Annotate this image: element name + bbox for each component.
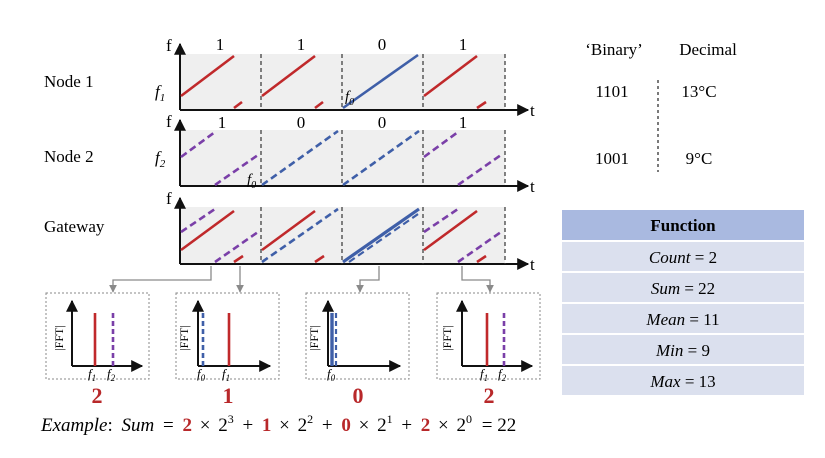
node2-bit: 0 xyxy=(297,113,306,132)
fft-count: 1 xyxy=(223,383,234,408)
node2-freq-label: f2 xyxy=(155,148,166,170)
node1-y-axis-label: f xyxy=(166,36,172,55)
gateway-chirp-red xyxy=(423,209,478,252)
gateway-chirp-purple xyxy=(214,230,259,264)
node1-freq-label: f1 xyxy=(155,82,165,104)
fft-tick: f1 xyxy=(222,366,230,383)
node2-chirp-purple xyxy=(180,130,216,159)
function-table: Function Count = 2 Sum = 22 Mean = 11 Mi… xyxy=(562,210,804,395)
gateway-x-axis-label: t xyxy=(530,255,535,274)
fft-tick: f2 xyxy=(498,366,507,383)
binary-decimal-table: ‘Binary’ Decimal 1101 13°C 1001 9°C xyxy=(585,40,737,172)
function-row-bg xyxy=(562,273,804,302)
gateway-chirp-blue xyxy=(261,207,339,264)
fft-panel: |FFT| f1 f2 xyxy=(436,292,541,383)
node1-chirp-red xyxy=(180,54,235,98)
fft-panel-frame xyxy=(305,292,410,380)
gateway-chirp-red xyxy=(314,254,325,264)
node1-chirp-red xyxy=(423,54,478,98)
node2-bit: 1 xyxy=(218,113,227,132)
function-row: Sum = 22 xyxy=(651,279,715,298)
node2-f0-label: f0 xyxy=(247,172,256,191)
node2-y-axis-label: f xyxy=(166,112,172,131)
connector-arrow xyxy=(356,266,380,293)
row-label-gateway: Gateway xyxy=(44,217,105,236)
node2-plot: f t 1 0 0 1 f2 f0 xyxy=(155,112,535,196)
row-label-node1: Node 1 xyxy=(44,72,94,91)
node1-chirp-red xyxy=(476,100,487,110)
node2-chirp-purple xyxy=(214,153,259,187)
node1-f0-label: f0 xyxy=(345,89,354,108)
binary-value: 1001 xyxy=(595,149,629,168)
node1-bit: 1 xyxy=(459,35,468,54)
connector-arrow xyxy=(109,266,212,293)
node2-chirp-blue xyxy=(261,129,339,187)
node2-chirp-purple xyxy=(457,153,502,187)
binary-header: ‘Binary’ xyxy=(585,40,643,59)
function-row-bg xyxy=(562,366,804,395)
decimal-value: 13°C xyxy=(681,82,716,101)
node2-bit: 0 xyxy=(378,113,387,132)
function-row-bg xyxy=(562,242,804,271)
fft-panel-frame xyxy=(45,292,150,380)
fft-count: 0 xyxy=(353,383,364,408)
fft-panel-frame xyxy=(175,292,280,380)
fft-count: 2 xyxy=(484,383,495,408)
function-row: Max = 13 xyxy=(649,372,715,391)
gateway-y-axis-label: f xyxy=(166,189,172,208)
node1-chirp-red xyxy=(261,54,316,98)
node1-chirp-red xyxy=(233,100,243,110)
binary-value: 1101 xyxy=(595,82,628,101)
function-row: Mean = 11 xyxy=(645,310,719,329)
fft-count: 2 xyxy=(92,383,103,408)
fft-tick: f0 xyxy=(327,366,336,383)
connector-arrow xyxy=(461,266,494,293)
node2-chirp-blue xyxy=(342,129,420,187)
fft-ylabel: |FFT| xyxy=(440,325,454,350)
function-row: Count = 2 xyxy=(649,248,717,267)
fft-tick: f1 xyxy=(88,366,96,383)
node1-chirp-red xyxy=(314,100,324,110)
example-equation: Example: Sum = 2 × 23 + 1 × 22 + 0 × 21 … xyxy=(40,407,516,436)
fft-panel-frame xyxy=(436,292,541,380)
function-row: Min = 9 xyxy=(655,341,710,360)
function-table-header-bg xyxy=(562,210,804,240)
decimal-header: Decimal xyxy=(679,40,737,59)
gateway-chirp-purple xyxy=(423,207,459,234)
node1-bit: 1 xyxy=(216,35,225,54)
node1-bit: 1 xyxy=(297,35,306,54)
fft-ylabel: |FFT| xyxy=(177,325,191,350)
node2-x-axis-label: t xyxy=(530,177,535,196)
fft-connectors xyxy=(109,266,494,293)
fft-panel: |FFT| f0 f1 xyxy=(175,292,280,383)
gateway-chirp-purple xyxy=(457,230,502,264)
function-row-bg xyxy=(562,335,804,364)
gateway-chirp-purple xyxy=(180,207,216,234)
node1-x-axis-label: t xyxy=(530,101,535,120)
node1-plot: f t 1 1 0 1 f1 f0 xyxy=(155,35,535,120)
gateway-chirp-red xyxy=(180,209,235,252)
row-label-node2: Node 2 xyxy=(44,147,94,166)
node1-chirp-blue xyxy=(342,53,419,110)
function-row-bg xyxy=(562,304,804,333)
gateway-chirp-blue xyxy=(348,211,422,263)
fft-tick: f1 xyxy=(480,366,488,383)
decimal-value: 9°C xyxy=(686,149,713,168)
function-table-header: Function xyxy=(650,216,716,235)
gateway-plot: f t xyxy=(166,189,535,274)
gateway-chirp-red xyxy=(261,209,316,252)
fft-panel: |FFT| f0 xyxy=(305,292,410,383)
fft-ylabel: |FFT| xyxy=(52,325,66,350)
node1-bit: 0 xyxy=(378,35,387,54)
fft-ylabel: |FFT| xyxy=(307,325,321,350)
gateway-chirp-red xyxy=(476,254,487,264)
gateway-chirp-blue xyxy=(342,207,420,264)
node2-bit: 1 xyxy=(459,113,468,132)
fft-panel: |FFT| f1 f2 xyxy=(45,292,150,383)
gateway-chirp-red xyxy=(233,254,244,264)
fft-tick: f2 xyxy=(107,366,116,383)
fft-tick: f0 xyxy=(197,366,206,383)
node2-chirp-purple xyxy=(423,130,459,159)
